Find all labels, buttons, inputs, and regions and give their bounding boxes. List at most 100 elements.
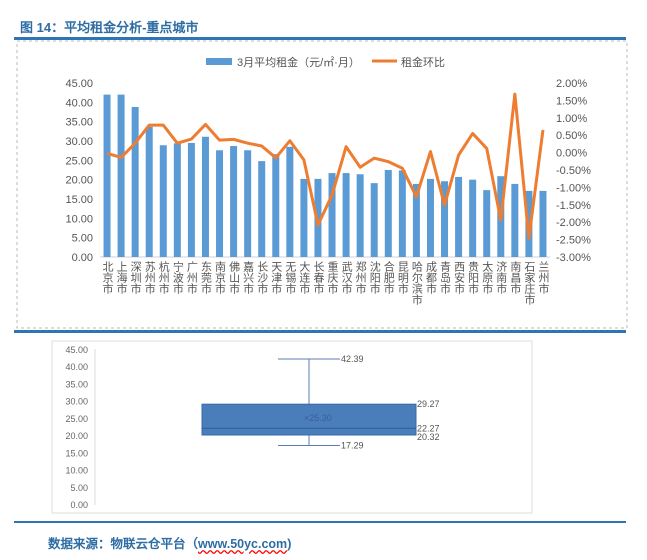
source-link[interactable]: www.50yc.com (198, 537, 288, 551)
right-tick-label: -1.50% (556, 200, 591, 212)
legend-label-rent: 3月平均租金（元/㎡·月） (237, 55, 360, 69)
bar (145, 126, 153, 258)
bar (131, 106, 139, 258)
bar (173, 143, 181, 257)
bar (469, 179, 477, 257)
box-tick-label: 25.00 (65, 414, 88, 424)
boxplot-frame (51, 340, 533, 514)
category-label: 哈尔滨市 (410, 261, 423, 306)
category-label: 郑州市 (354, 260, 367, 295)
left-tick-label: 30.00 (65, 136, 93, 148)
q3-label: 29.27 (417, 399, 440, 409)
right-tick-label: -2.00% (556, 217, 591, 229)
right-tick-label: 0.50% (556, 130, 587, 142)
bar (272, 154, 280, 257)
category-label: 东莞市 (199, 261, 212, 295)
right-tick-label: 1.50% (556, 95, 587, 107)
category-label: 宁波市 (171, 260, 184, 295)
left-tick-label: 45.00 (65, 78, 93, 90)
bar (159, 145, 167, 257)
category-label: 石家庄市 (523, 261, 536, 306)
category-label: 太原市 (481, 261, 494, 295)
left-tick-label: 40.00 (65, 97, 93, 109)
max-label: 42.39 (341, 354, 364, 364)
bar (455, 176, 463, 257)
category-label: 成都市 (424, 261, 437, 295)
category-label: 西安市 (453, 261, 466, 295)
category-label: 杭州市 (157, 260, 170, 295)
mean-label: ×25.30 (304, 413, 332, 423)
box-tick-label: 15.00 (65, 448, 88, 458)
bar (244, 150, 252, 257)
right-tick-label: -0.50% (556, 165, 591, 177)
category-label: 南昌市 (509, 261, 522, 295)
bar (328, 173, 336, 257)
source-prefix: 数据来源：物联云仓平台（ (48, 537, 199, 551)
bar (201, 136, 209, 257)
bar (300, 178, 308, 257)
right-tick-label: 2.00% (556, 78, 587, 90)
box-tick-label: 40.00 (65, 362, 88, 372)
category-label: 青岛市 (439, 261, 452, 295)
bar (511, 183, 519, 257)
category-label: 合肥市 (382, 260, 395, 295)
bar (216, 150, 224, 257)
category-label: 兰州市 (537, 261, 550, 295)
category-label: 重庆市 (326, 260, 339, 295)
min-label: 17.29 (341, 440, 364, 450)
category-label: 长春市 (312, 261, 325, 295)
category-label: 深圳市 (129, 261, 142, 295)
bar (103, 94, 111, 257)
box-tick-label: 45.00 (65, 345, 88, 355)
middle-rule (14, 330, 626, 333)
box-tick-label: 20.00 (65, 431, 88, 441)
category-label: 昆明市 (396, 261, 409, 295)
right-tick-label: -3.00% (556, 252, 591, 264)
top-rule (14, 37, 626, 40)
left-tick-label: 35.00 (65, 117, 93, 129)
category-label: 北京市 (101, 261, 114, 295)
box-tick-label: 5.00 (70, 483, 88, 493)
iqr-box (201, 403, 417, 436)
chart-frame (16, 40, 628, 329)
bar (426, 178, 434, 257)
bar (384, 170, 392, 257)
source-note: 数据来源：物联云仓平台（www.50yc.com) (48, 533, 291, 552)
box-tick-label: 0.00 (70, 500, 88, 510)
box-tick-label: 10.00 (65, 466, 88, 476)
category-label: 苏州市 (143, 261, 156, 295)
category-label: 天津市 (270, 261, 283, 295)
figure-title: 图 14：平均租金分析-重点城市 (20, 20, 199, 35)
bar (286, 146, 294, 257)
bar (342, 173, 350, 257)
left-tick-label: 15.00 (65, 194, 93, 206)
category-label: 南京市 (214, 261, 227, 295)
category-label: 长沙市 (256, 261, 269, 295)
category-label: 无锡市 (284, 261, 297, 295)
category-label: 佛山市 (228, 261, 241, 295)
bar (117, 94, 125, 257)
bar (370, 183, 378, 257)
right-tick-label: -1.00% (556, 182, 591, 194)
bar (398, 170, 406, 257)
legend-label-mom: 租金环比 (401, 55, 445, 69)
category-label: 广州市 (185, 261, 198, 295)
left-tick-label: 20.00 (65, 175, 93, 187)
bar (441, 181, 449, 257)
box-tick-label: 30.00 (65, 397, 88, 407)
box-tick-label: 35.00 (65, 379, 88, 389)
right-tick-label: 1.00% (556, 113, 587, 125)
bar (483, 190, 491, 257)
bar (187, 142, 195, 257)
legend-swatch-bar (206, 58, 232, 65)
right-tick-label: -2.50% (556, 235, 591, 247)
bar (258, 161, 266, 257)
category-label: 贵阳市 (467, 261, 480, 295)
category-label: 沈阳市 (368, 260, 381, 295)
bottom-rule (14, 521, 626, 523)
left-tick-label: 25.00 (65, 155, 93, 167)
source-suffix: ) (287, 537, 292, 551)
right-tick-label: 0.00% (556, 148, 587, 160)
mom-line (106, 92, 545, 240)
